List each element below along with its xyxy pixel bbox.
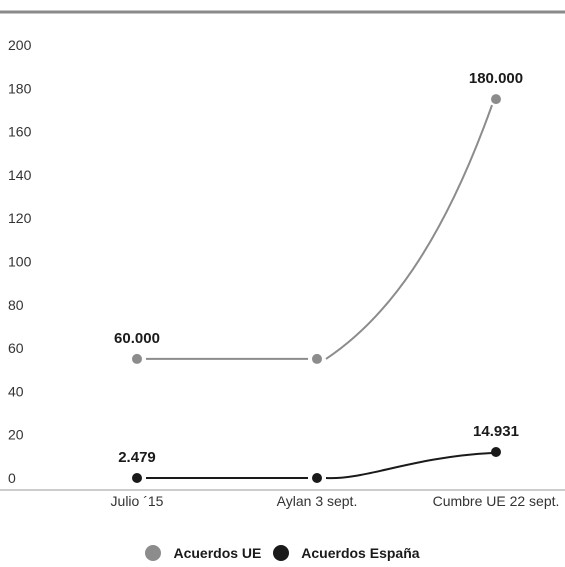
series-group: 60.000 180.000 2.479 14.931 xyxy=(114,70,523,483)
y-tick-label: 120 xyxy=(8,210,32,226)
y-tick-label: 140 xyxy=(8,167,32,183)
y-tick-label: 80 xyxy=(8,297,24,313)
data-label: 14.931 xyxy=(473,423,519,440)
data-point xyxy=(312,353,322,364)
y-tick-label: 100 xyxy=(8,254,32,270)
series-line xyxy=(146,104,493,360)
data-point xyxy=(491,447,501,458)
x-axis: Julio ´15 Aylan 3 sept. Cumbre UE 22 sept. xyxy=(111,493,560,509)
data-label: 180.000 xyxy=(469,70,523,87)
legend: Acuerdos UE Acuerdos España xyxy=(0,545,565,564)
data-point xyxy=(132,353,142,364)
y-tick-label: 60 xyxy=(8,340,24,356)
y-tick-label: 160 xyxy=(8,124,32,140)
legend-dot-acuerdos-espana xyxy=(273,545,290,561)
y-tick-label: 180 xyxy=(8,80,32,96)
data-point xyxy=(491,94,501,105)
x-tick-label: Julio ´15 xyxy=(111,493,164,509)
y-tick-label: 200 xyxy=(8,37,32,53)
x-tick-label: Cumbre UE 22 sept. xyxy=(433,493,560,509)
y-tick-label: 40 xyxy=(8,383,24,399)
legend-label-acuerdos-espana: Acuerdos España xyxy=(301,545,420,561)
legend-item-acuerdos-espana: Acuerdos España xyxy=(273,545,420,561)
legend-dot-acuerdos-ue xyxy=(145,545,162,561)
y-tick-label: 20 xyxy=(8,427,24,443)
data-label: 60.000 xyxy=(114,330,160,347)
data-point xyxy=(132,473,142,483)
x-tick-label: Aylan 3 sept. xyxy=(277,493,358,509)
legend-item-acuerdos-ue: Acuerdos UE xyxy=(145,545,261,561)
series-line xyxy=(146,452,493,480)
data-label: 2.479 xyxy=(118,449,156,466)
y-axis: 0 20 40 60 80 100 120 140 160 180 200 xyxy=(8,37,32,486)
data-point xyxy=(312,473,322,483)
legend-label-acuerdos-ue: Acuerdos UE xyxy=(173,545,262,561)
y-tick-label: 0 xyxy=(8,470,16,486)
